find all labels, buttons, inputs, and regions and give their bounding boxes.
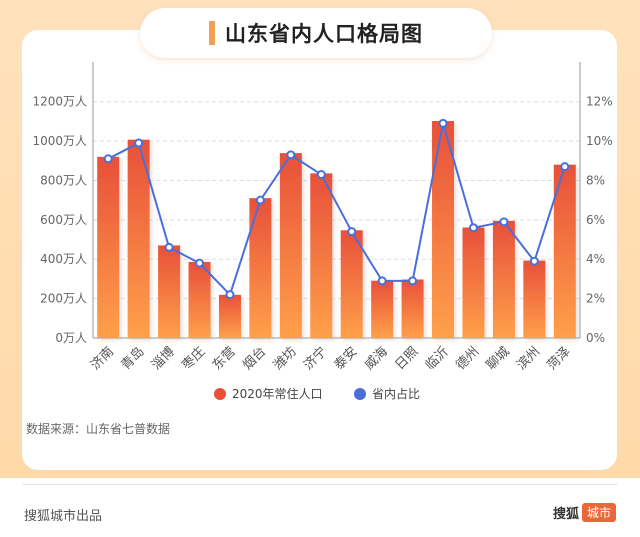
bar — [158, 245, 181, 338]
y-right-tick-label: 12% — [586, 95, 613, 109]
bar — [340, 230, 363, 338]
legend-bar-label: 2020年常住人口 — [232, 387, 323, 401]
line-point — [255, 195, 265, 205]
y-right-tick-label: 4% — [586, 252, 605, 266]
brand-name: 搜狐 — [552, 507, 579, 522]
x-tick-label: 济南 — [87, 344, 117, 374]
x-tick-label: 东营 — [210, 344, 239, 373]
bar — [249, 198, 272, 338]
brand-badge: 城市 — [581, 503, 616, 522]
bar — [310, 173, 333, 338]
bar — [97, 156, 120, 338]
y-left-tick-label: 1000万人 — [32, 134, 87, 148]
x-tick-label: 济宁 — [300, 344, 330, 374]
x-tick-label: 淄博 — [149, 344, 178, 373]
y-left-tick-label: 1200万人 — [32, 95, 87, 109]
line-point — [408, 276, 418, 286]
y-right-tick-label: 0% — [586, 331, 605, 345]
line-point — [347, 227, 357, 237]
x-tick-label: 枣庄 — [179, 344, 209, 374]
y-left-tick-label: 600万人 — [40, 213, 87, 227]
share-line — [107, 123, 566, 297]
x-tick-label: 潍坊 — [271, 344, 300, 373]
y-left-tick-label: 800万人 — [40, 173, 87, 187]
line-point — [195, 258, 205, 268]
y-left-tick-label: 0万人 — [55, 331, 87, 345]
bar — [279, 153, 302, 338]
legend-bar-marker — [214, 388, 226, 400]
line-point — [529, 256, 539, 266]
x-tick-label: 日照 — [392, 344, 421, 373]
legend-line-marker — [354, 388, 366, 400]
x-tick-label: 青岛 — [118, 344, 148, 374]
title-pill: 山东省内人口格局图 — [140, 8, 492, 58]
line-point — [560, 162, 570, 172]
brand-logo: 搜狐 城市 — [553, 503, 616, 522]
footer-credit: 搜狐城市出品 — [24, 509, 103, 524]
line-point — [225, 290, 235, 300]
line-point — [438, 118, 448, 128]
line-point — [316, 170, 326, 180]
footer-divider — [22, 484, 618, 485]
bar — [523, 260, 546, 338]
bar — [401, 279, 424, 338]
line-point — [103, 154, 113, 164]
data-source: 数据来源：山东省七普数据 — [26, 422, 171, 436]
x-tick-label: 威海 — [362, 344, 391, 373]
x-tick-label: 滨州 — [513, 344, 543, 374]
y-right-tick-label: 6% — [586, 213, 605, 227]
bar — [432, 120, 455, 338]
bar — [553, 164, 576, 338]
line-point — [468, 223, 478, 233]
bar — [492, 220, 515, 338]
x-tick-label: 泰安 — [332, 344, 361, 373]
y-right-tick-label: 8% — [586, 173, 605, 187]
y-left-tick-label: 200万人 — [40, 292, 87, 306]
line-point — [134, 138, 144, 148]
bar — [127, 139, 150, 338]
x-tick-label: 临沂 — [423, 344, 452, 373]
line-point — [499, 217, 509, 227]
bar — [462, 227, 485, 338]
title-accent-bar — [209, 21, 215, 45]
y-left-tick-label: 400万人 — [40, 252, 87, 266]
legend-line-label: 省内占比 — [372, 386, 420, 401]
line-point — [164, 242, 174, 252]
y-right-tick-label: 10% — [586, 134, 613, 148]
bar — [371, 280, 394, 338]
x-tick-label: 菏泽 — [545, 344, 574, 373]
y-right-tick-label: 2% — [586, 292, 605, 306]
x-tick-label: 德州 — [453, 344, 482, 373]
bar — [188, 261, 211, 338]
bar — [218, 294, 241, 338]
x-tick-label: 聊城 — [484, 344, 513, 373]
line-point — [377, 276, 387, 286]
chart-title: 山东省内人口格局图 — [225, 22, 423, 46]
line-point — [286, 150, 296, 160]
x-tick-label: 烟台 — [240, 344, 269, 373]
